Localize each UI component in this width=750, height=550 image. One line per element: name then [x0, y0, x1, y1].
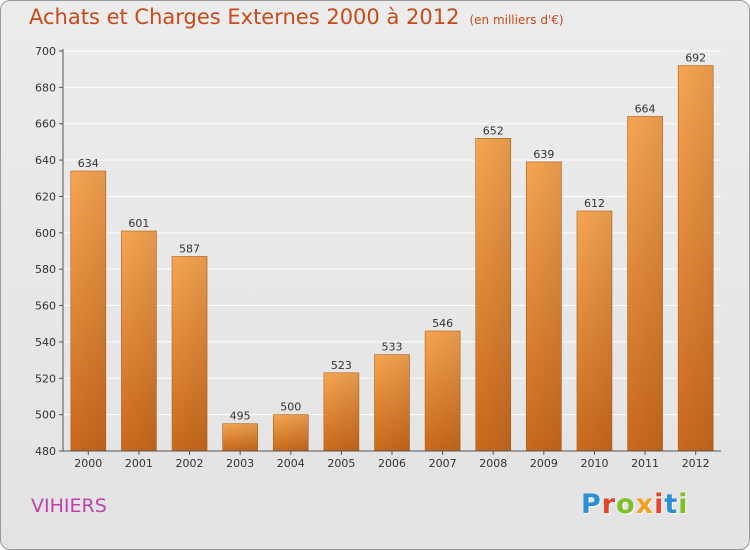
y-tick-label: 640 — [35, 154, 56, 167]
y-tick-label: 480 — [35, 445, 56, 458]
data-label-2012: 692 — [685, 52, 706, 65]
x-tick-label-2007: 2007 — [429, 457, 457, 470]
axis-layer: 480 500 520 540 560 580 600 620 640 660 680 700 2000… — [35, 45, 721, 470]
chart-title-block: Achats et Charges Externes 2000 à 2012 (e… — [29, 5, 564, 29]
x-tick-label-2001: 2001 — [125, 457, 153, 470]
data-label-2007: 546 — [432, 317, 453, 330]
bar-shade-2006 — [374, 354, 410, 451]
x-tick-label-2004: 2004 — [277, 457, 305, 470]
chart-title: Achats et Charges Externes 2000 à 2012 — [29, 5, 460, 29]
bar-shade-2012 — [678, 65, 714, 451]
data-label-2004: 500 — [280, 401, 301, 414]
logo-letter: t — [664, 489, 679, 520]
y-tick-label: 580 — [35, 263, 56, 276]
bar-shade-2002 — [172, 256, 208, 451]
bar-shade-2010 — [576, 211, 612, 451]
data-label-2003: 495 — [230, 410, 251, 423]
place-name: VIHIERS — [31, 495, 107, 517]
y-tick-label: 600 — [35, 227, 56, 240]
logo-letter: r — [601, 489, 617, 520]
x-tick-label-2005: 2005 — [327, 457, 355, 470]
bar-shade-2009 — [526, 161, 562, 451]
logo-letter: P — [581, 489, 602, 520]
bar-shade-2001 — [121, 231, 157, 451]
bar-shade-2005 — [323, 372, 359, 451]
bar-shade-2000 — [70, 171, 106, 451]
x-tick-label-2000: 2000 — [74, 457, 102, 470]
bar-shade-2007 — [425, 331, 461, 451]
bar-shade-2008 — [475, 138, 511, 452]
x-tick-label-2010: 2010 — [580, 457, 608, 470]
x-tick-label-2003: 2003 — [226, 457, 254, 470]
x-tick-label-2012: 2012 — [682, 457, 710, 470]
data-label-2006: 533 — [382, 341, 403, 354]
x-tick-label-2006: 2006 — [378, 457, 406, 470]
y-tick-label: 500 — [35, 409, 56, 422]
data-label-2005: 523 — [331, 359, 352, 372]
y-tick-label: 620 — [35, 190, 56, 203]
chart-unit: (en milliers d'€) — [469, 13, 564, 27]
bar-shade-2003 — [222, 423, 258, 451]
logo-letter: i — [654, 489, 665, 520]
y-tick-label: 540 — [35, 336, 56, 349]
proxiti-logo: Proxiti — [581, 489, 689, 520]
logo-letter: i — [678, 489, 689, 520]
data-label-2011: 664 — [635, 102, 656, 115]
y-tick-label: 680 — [35, 81, 56, 94]
data-label-2009: 639 — [533, 148, 554, 161]
bar-shade-2004 — [273, 414, 309, 451]
logo-letter: x — [635, 489, 655, 520]
y-tick-label: 560 — [35, 300, 56, 313]
data-label-2002: 587 — [179, 242, 200, 255]
data-label-2010: 612 — [584, 197, 605, 210]
data-label-2001: 601 — [128, 217, 149, 230]
logo-letter: o — [616, 489, 636, 520]
bar-layer: 634 601 587 495 500 523 533 546 652 639 612 664 692 — [70, 52, 714, 452]
y-tick-label: 520 — [35, 372, 56, 385]
x-tick-label-2009: 2009 — [530, 457, 558, 470]
data-label-2000: 634 — [78, 157, 99, 170]
x-tick-label-2002: 2002 — [176, 457, 204, 470]
x-tick-label-2011: 2011 — [631, 457, 659, 470]
bar-shade-2011 — [627, 116, 663, 452]
x-tick-label-2008: 2008 — [479, 457, 507, 470]
y-tick-label: 700 — [35, 45, 56, 58]
data-label-2008: 652 — [483, 124, 504, 137]
y-tick-label: 660 — [35, 118, 56, 131]
